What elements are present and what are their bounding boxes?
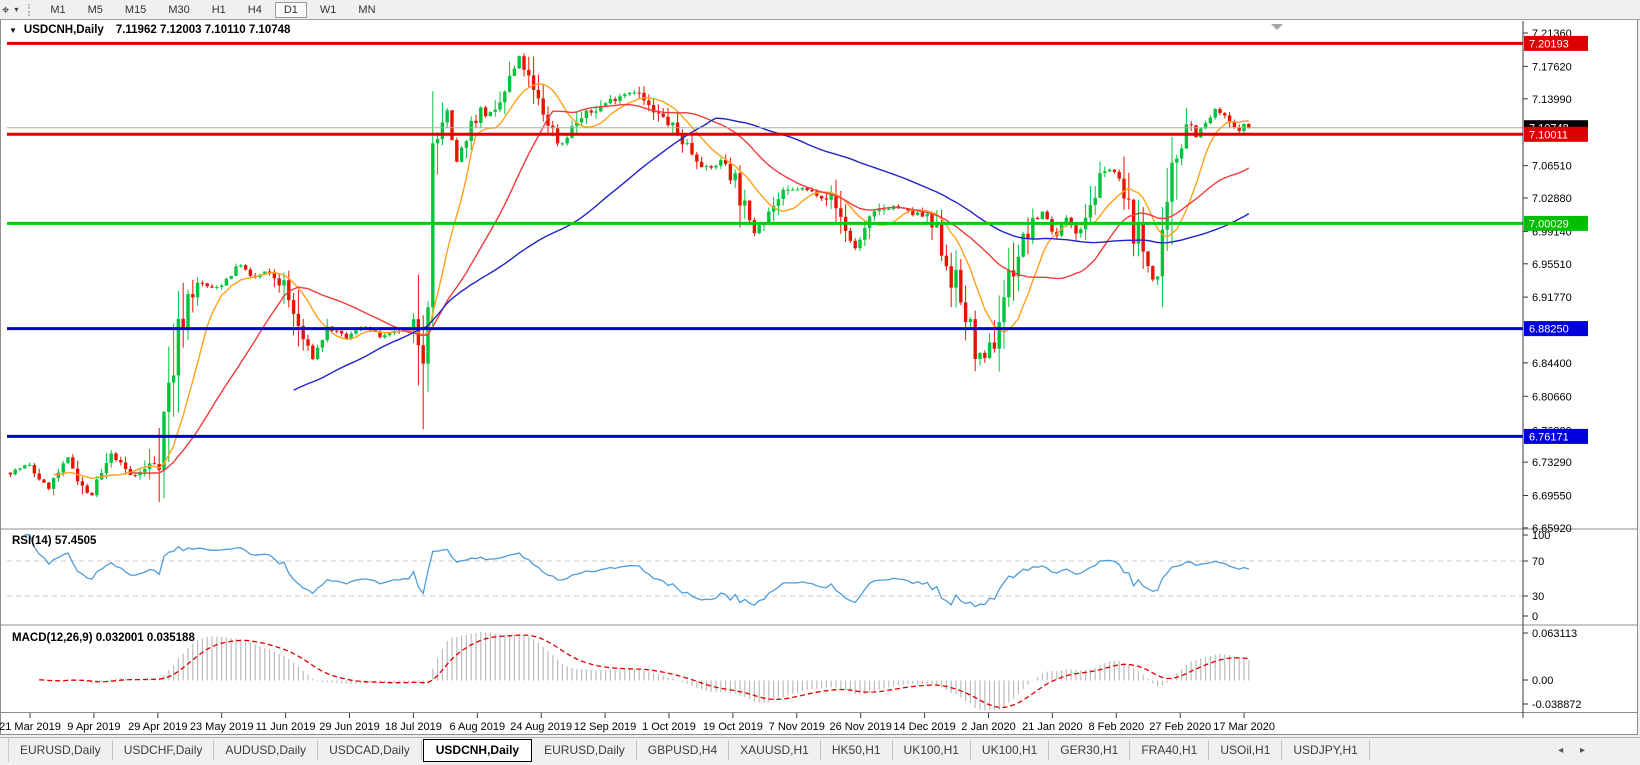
symbol-tabs: EURUSD,Daily USDCHF,Daily AUDUSD,Daily USDC… [9, 738, 1370, 762]
timeframe-button-m15[interactable]: M15 [116, 2, 155, 18]
chart-window[interactable] [0, 19, 1638, 735]
symbol-tab-gbpusd-h4[interactable]: GBPUSD,H4 [637, 740, 730, 760]
top-toolbar: ⌖ ▾ M1 M5 M15 M30 H1 H4 D1 W1 MN [0, 0, 1640, 20]
symbol-tab-fra40-h1[interactable]: FRA40,H1 [1130, 740, 1210, 760]
symbol-tab-bar: EURUSD,Daily USDCHF,Daily AUDUSD,Daily USDC… [0, 737, 1640, 762]
symbol-tab-eurusd-daily[interactable]: EURUSD,Daily [9, 740, 113, 760]
tab-scroll-right-icon[interactable]: ▸ [1579, 744, 1585, 756]
symbol-tab-hk50-h1[interactable]: HK50,H1 [821, 740, 893, 760]
symbol-tab-usdcad-daily[interactable]: USDCAD,Daily [318, 740, 422, 760]
timeframe-button-h1[interactable]: H1 [203, 2, 235, 18]
timeframe-button-d1[interactable]: D1 [274, 1, 307, 18]
chart-title: ▼ USDCNH,Daily 7.11962 7.12003 7.10110 7… [9, 24, 290, 36]
timeframe-button-group: M1 M5 M15 M30 H1 H4 D1 W1 MN [39, 1, 386, 18]
timeframe-button-m1[interactable]: M1 [41, 2, 74, 18]
macd-indicator-label: MACD(12,26,9) 0.032001 0.035188 [12, 632, 195, 644]
tabbar-lead [0, 738, 9, 762]
rsi-indicator-label: RSI(14) 57.4505 [12, 535, 97, 547]
symbol-tab-uk100-h1[interactable]: UK100,H1 [893, 740, 971, 760]
timeframe-button-m5[interactable]: M5 [79, 2, 112, 18]
toolbar-grip [28, 3, 31, 16]
tab-scroll-left-icon[interactable]: ◂ [1558, 744, 1564, 756]
symbol-tab-usdchf-daily[interactable]: USDCHF,Daily [113, 740, 215, 760]
crosshair-tool-icon[interactable]: ⌖ ▾ [2, 2, 18, 18]
symbol-tab-xauusd-h1[interactable]: XAUUSD,H1 [729, 740, 821, 760]
symbol-tab-ger30-h1[interactable]: GER30,H1 [1049, 740, 1131, 760]
crosshair-glyph: ⌖ [2, 1, 10, 17]
symbol-tab-uk100-h1[interactable]: UK100,H1 [971, 740, 1050, 760]
timeframe-button-m30[interactable]: M30 [159, 2, 198, 18]
symbol-tab-usdcnh-daily[interactable]: USDCNH,Daily [422, 738, 533, 762]
symbol-tab-audusd-daily[interactable]: AUDUSD,Daily [214, 740, 319, 760]
collapse-quote-panel-icon[interactable]: ▼ [9, 25, 17, 35]
symbol-tab-usoil-h1[interactable]: USOil,H1 [1209, 740, 1283, 760]
symbol-tab-usdjpy-h1[interactable]: USDJPY,H1 [1282, 740, 1370, 760]
timeframe-button-w1[interactable]: W1 [311, 2, 346, 18]
timeframe-button-h4[interactable]: H4 [239, 2, 271, 18]
tool-dropdown-icon[interactable]: ▾ [14, 5, 19, 14]
tab-scroll-arrows: ◂ ▸ [1551, 745, 1592, 756]
chart-symbol-period: USDCNH,Daily [23, 24, 104, 36]
chart-ohlc-quote: 7.11962 7.12003 7.10110 7.10748 [115, 24, 291, 36]
symbol-tab-eurusd-daily[interactable]: EURUSD,Daily [533, 740, 637, 760]
timeframe-button-mn[interactable]: MN [349, 2, 384, 18]
status-strip [0, 762, 1640, 765]
